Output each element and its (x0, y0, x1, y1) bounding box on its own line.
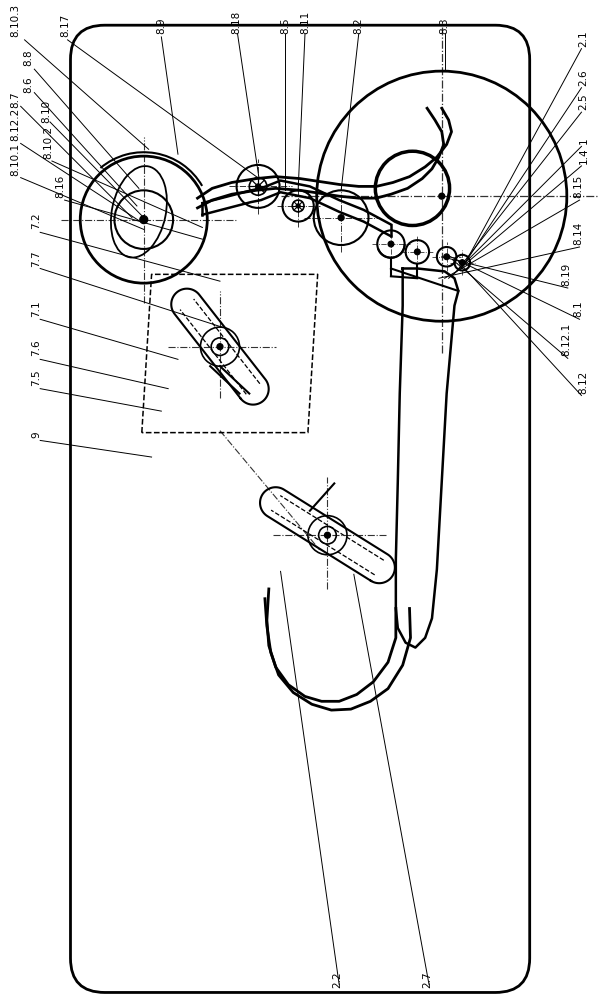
Circle shape (217, 344, 223, 350)
Text: 8.5: 8.5 (280, 17, 291, 34)
Text: 8.8: 8.8 (24, 50, 33, 66)
Circle shape (338, 215, 344, 221)
Circle shape (439, 193, 444, 199)
Text: 8.7: 8.7 (10, 92, 20, 108)
Text: 7.6: 7.6 (31, 340, 41, 356)
Text: 8.16: 8.16 (56, 175, 66, 198)
Circle shape (325, 532, 330, 538)
Text: 8.10.2: 8.10.2 (43, 126, 53, 159)
Circle shape (444, 254, 449, 260)
Text: 8.9: 8.9 (156, 17, 167, 34)
Text: 8.10: 8.10 (41, 100, 51, 123)
Text: 7.1: 7.1 (31, 301, 41, 317)
Text: 8.1: 8.1 (573, 301, 584, 317)
Text: 8.3: 8.3 (440, 17, 450, 34)
Text: 8.12.1: 8.12.1 (561, 323, 571, 356)
Circle shape (296, 204, 300, 208)
Circle shape (388, 241, 394, 247)
Circle shape (415, 249, 420, 255)
Text: 1.4: 1.4 (578, 147, 589, 164)
Text: 2.2: 2.2 (332, 971, 342, 988)
Text: 8.6: 8.6 (24, 76, 33, 93)
Text: 2.1: 2.1 (578, 30, 589, 47)
Circle shape (255, 184, 260, 189)
Text: 7.2: 7.2 (31, 213, 41, 229)
Text: 8.18: 8.18 (232, 11, 241, 34)
Text: 8.14: 8.14 (573, 222, 584, 245)
Text: 8.15: 8.15 (573, 175, 584, 198)
Text: 8.10.3: 8.10.3 (10, 4, 20, 37)
Text: 2.5: 2.5 (578, 94, 589, 110)
Text: 8.10.1: 8.10.1 (10, 143, 20, 176)
Text: 9: 9 (31, 431, 41, 438)
Circle shape (460, 260, 465, 266)
Text: 8.12: 8.12 (578, 370, 589, 394)
Text: 8.2: 8.2 (354, 17, 364, 34)
Text: 7.5: 7.5 (31, 369, 41, 386)
Text: 7.7: 7.7 (31, 250, 41, 267)
Text: 8.19: 8.19 (561, 263, 571, 286)
Text: 8.17: 8.17 (61, 14, 71, 37)
Text: 8.12.2: 8.12.2 (10, 108, 20, 141)
Text: 8.11: 8.11 (300, 11, 310, 34)
Text: 2.7: 2.7 (422, 971, 432, 988)
Circle shape (140, 216, 148, 224)
Text: 2.6: 2.6 (578, 69, 589, 86)
Text: 1: 1 (578, 138, 589, 144)
